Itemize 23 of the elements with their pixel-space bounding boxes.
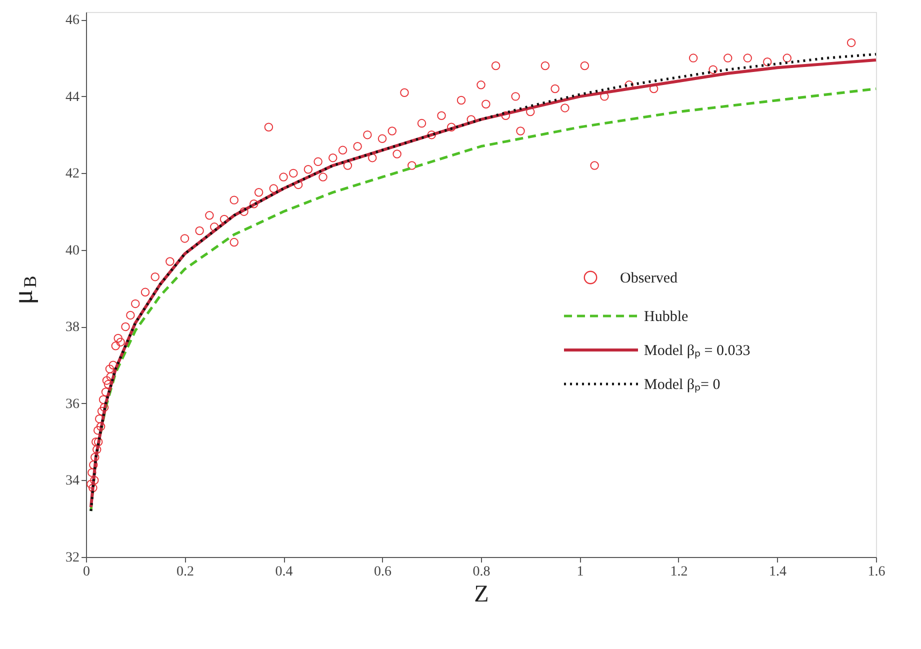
y-tick-label: 34 — [66, 474, 80, 489]
y-tick-label: 44 — [66, 90, 80, 105]
x-tick-label: 0 — [83, 564, 90, 580]
x-tick-label: 1.2 — [670, 564, 688, 580]
y-tick-label: 38 — [66, 320, 80, 336]
legend-label: Observed — [620, 270, 678, 286]
y-tick-label: 32 — [66, 550, 80, 566]
y-axis-title: μB — [8, 276, 40, 304]
x-tick-label: 1.6 — [868, 564, 886, 580]
x-tick-label: 1 — [576, 564, 584, 580]
y-tick-label: 42 — [66, 166, 80, 182]
x-axis-title: Z — [474, 582, 489, 608]
legend-label: Hubble — [644, 309, 688, 325]
x-tick-label: 0.2 — [176, 564, 194, 580]
legend-label: Model βₚ = 0.033 — [644, 343, 750, 359]
x-tick-label: 1.4 — [769, 564, 786, 580]
y-tick-label: 46 — [66, 13, 80, 28]
x-tick-label: 0.8 — [472, 564, 490, 580]
y-tick-label: 40 — [66, 243, 80, 258]
legend-label: Model βₚ= 0 — [644, 377, 720, 393]
y-tick-label: 36 — [66, 396, 80, 412]
x-tick-label: 0.6 — [374, 564, 392, 580]
x-tick-label: 0.4 — [275, 564, 293, 580]
